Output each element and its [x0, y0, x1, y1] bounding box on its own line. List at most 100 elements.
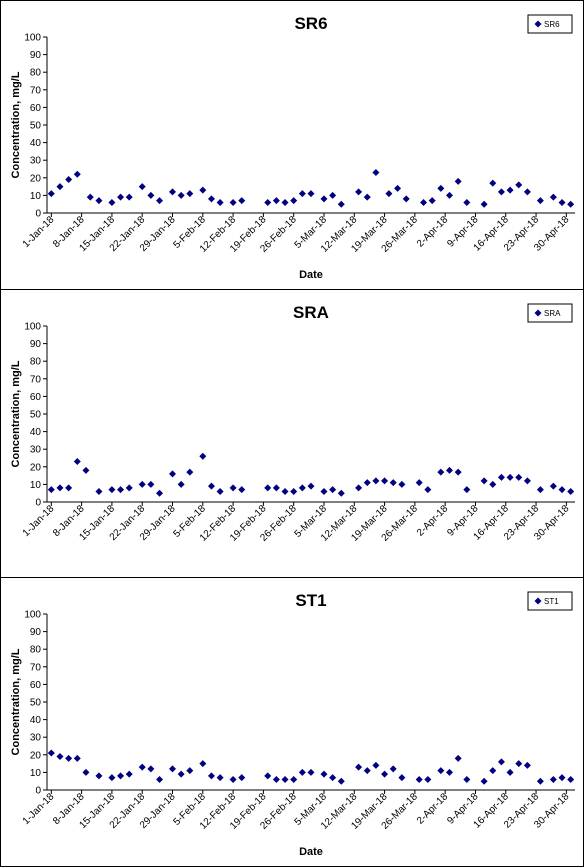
chart-panel-sr6: SR6 0 10 20 30 40 50 60 70 80 90 100 1-Jan-18 8-Jan-1…: [0, 0, 584, 290]
data-point: [454, 468, 462, 476]
y-tick-label: 60: [30, 392, 42, 403]
data-point: [56, 484, 64, 492]
data-point: [147, 765, 155, 773]
data-point: [272, 484, 280, 492]
data-point: [523, 477, 531, 485]
data-point: [515, 181, 523, 189]
data-point: [307, 768, 315, 776]
data-point: [82, 466, 90, 474]
data-point: [549, 193, 557, 201]
x-axis-title: Date: [299, 846, 323, 858]
data-point: [398, 774, 406, 782]
y-tick-label: 100: [24, 33, 41, 44]
data-point: [329, 486, 337, 494]
y-tick-label: 10: [30, 191, 42, 202]
chart-panel-sra: SRA 0 10 20 30 40 50 60 70 80 90 100 1-Jan-18 8-Jan-1…: [0, 289, 584, 578]
chart-sr6: SR601020304050607080901001-Jan-188-Jan-1…: [10, 14, 575, 281]
data-point: [363, 479, 371, 487]
data-point: [298, 484, 306, 492]
data-point: [381, 770, 389, 778]
x-axis-title: Date: [299, 269, 323, 281]
y-tick-label: 20: [30, 462, 42, 473]
data-point: [437, 184, 445, 192]
data-point: [73, 170, 81, 178]
y-tick-label: 90: [30, 339, 42, 350]
data-point: [497, 758, 505, 766]
data-point: [238, 774, 246, 782]
data-point: [47, 190, 55, 198]
data-point: [138, 183, 146, 191]
data-point: [402, 195, 410, 203]
chart-st1: ST101020304050607080901001-Jan-188-Jan-1…: [10, 591, 575, 858]
data-point: [523, 188, 531, 196]
data-point: [398, 480, 406, 488]
data-point: [264, 198, 272, 206]
data-point: [385, 190, 393, 198]
y-tick-label: 50: [30, 121, 42, 132]
data-point: [156, 775, 164, 783]
data-point: [497, 188, 505, 196]
data-point: [65, 176, 73, 184]
data-point: [454, 754, 462, 762]
data-point: [147, 191, 155, 199]
data-point: [216, 487, 224, 495]
data-point: [169, 470, 177, 478]
chart-title: SRA: [293, 303, 329, 322]
data-point: [186, 190, 194, 198]
data-point: [329, 191, 337, 199]
data-point: [307, 190, 315, 198]
data-point: [480, 777, 488, 785]
x-tick-label: 2-Apr-18: [415, 791, 451, 827]
data-point: [125, 770, 133, 778]
data-point: [138, 763, 146, 771]
data-point: [272, 775, 280, 783]
y-tick-label: 10: [30, 768, 42, 779]
data-point: [108, 486, 116, 494]
data-point: [381, 477, 389, 485]
data-point: [420, 198, 428, 206]
y-tick-label: 40: [30, 715, 42, 726]
legend-label: SR6: [544, 20, 560, 29]
data-point: [298, 768, 306, 776]
legend-label: ST1: [544, 597, 559, 606]
y-tick-label: 80: [30, 357, 42, 368]
chart-panel-st1: ST1 0 10 20 30 40 50 60 70 80 90 100 1-Jan-18 8-Jan-1…: [0, 577, 584, 867]
y-tick-label: 80: [30, 645, 42, 656]
legend: SRA: [527, 303, 573, 323]
data-point: [480, 200, 488, 208]
data-point: [372, 477, 380, 485]
data-point: [186, 468, 194, 476]
data-point: [445, 191, 453, 199]
data-point: [290, 487, 298, 495]
data-point: [65, 754, 73, 762]
data-point: [298, 190, 306, 198]
data-point: [108, 198, 116, 206]
data-point: [463, 775, 471, 783]
data-point: [82, 768, 90, 776]
data-point: [489, 179, 497, 187]
data-point: [229, 484, 237, 492]
data-point: [238, 486, 246, 494]
y-tick-label: 30: [30, 445, 42, 456]
data-point: [186, 767, 194, 775]
data-point: [290, 197, 298, 205]
data-point: [56, 753, 64, 761]
data-point: [372, 169, 380, 177]
data-point: [272, 197, 280, 205]
data-point: [207, 482, 215, 490]
data-point: [337, 489, 345, 497]
y-axis-title: Concentration, mg/L: [10, 71, 22, 178]
data-point: [355, 484, 363, 492]
data-point: [558, 198, 566, 206]
data-point: [199, 452, 207, 460]
data-point: [117, 193, 125, 201]
data-point: [536, 777, 544, 785]
data-point: [489, 480, 497, 488]
data-point: [445, 768, 453, 776]
data-point: [515, 760, 523, 768]
y-tick-label: 100: [24, 322, 41, 333]
legend-box: [527, 591, 573, 611]
y-tick-label: 70: [30, 662, 42, 673]
chart-sra: SRA01020304050607080901001-Jan-188-Jan-1…: [10, 303, 575, 544]
data-point: [56, 183, 64, 191]
